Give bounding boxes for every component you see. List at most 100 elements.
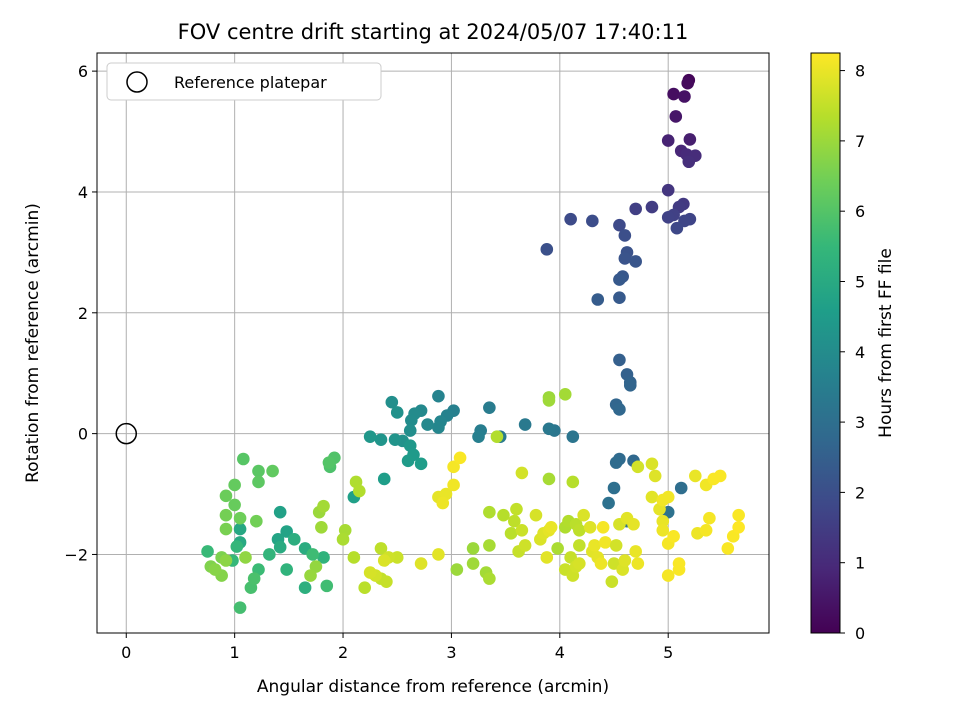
data-point <box>667 87 680 101</box>
data-point <box>518 539 532 552</box>
data-point <box>573 557 586 570</box>
data-point <box>564 212 577 226</box>
data-point <box>586 214 599 228</box>
data-point <box>483 505 496 519</box>
data-point <box>421 418 434 431</box>
data-point <box>558 388 572 401</box>
data-point <box>573 523 586 537</box>
data-point <box>436 496 450 510</box>
data-point <box>472 430 485 443</box>
data-point <box>669 110 683 123</box>
data-point <box>551 542 564 555</box>
data-point <box>542 472 556 486</box>
data-point <box>377 472 391 486</box>
data-point <box>401 454 415 468</box>
data-point <box>629 202 642 216</box>
x-tick-label: 0 <box>121 643 131 662</box>
data-point <box>219 508 233 522</box>
data-point <box>320 579 334 593</box>
data-point <box>432 389 445 403</box>
x-tick-label: 3 <box>446 643 456 662</box>
data-point <box>414 557 428 570</box>
legend: Reference platepar <box>106 62 382 101</box>
x-tick-label: 1 <box>230 643 240 662</box>
data-point <box>703 511 716 525</box>
colorbar-tick-label: 3 <box>855 413 865 432</box>
data-point <box>661 211 675 224</box>
data-point <box>380 575 393 588</box>
data-point <box>239 551 252 564</box>
data-point <box>363 430 377 443</box>
data-point <box>280 525 293 538</box>
y-tick-label: 2 <box>78 304 88 323</box>
data-point <box>588 539 601 552</box>
data-point <box>542 394 556 407</box>
data-point <box>363 566 377 579</box>
data-point <box>263 548 276 561</box>
legend-label: Reference platepar <box>174 73 327 92</box>
data-point <box>583 520 597 534</box>
colorbar-label: Hours from first FF file <box>876 248 896 438</box>
data-point <box>466 557 480 570</box>
colorbar-tick-label: 4 <box>855 343 865 362</box>
data-point <box>613 291 626 304</box>
data-point <box>414 457 428 471</box>
colorbar-tick-label: 0 <box>855 624 865 643</box>
data-point <box>678 90 691 103</box>
data-point <box>403 424 417 437</box>
data-point <box>374 542 388 555</box>
data-point <box>618 252 632 265</box>
data-point <box>315 520 328 534</box>
colorbar: 0 1 2 3 4 5 6 7 8 <box>810 52 865 643</box>
colorbar-tick-label: 5 <box>855 272 865 291</box>
data-point <box>688 469 702 483</box>
data-point <box>596 520 610 534</box>
data-point <box>237 452 250 466</box>
data-point <box>388 433 402 446</box>
y-tick-label: 6 <box>78 62 88 81</box>
data-point <box>405 414 418 427</box>
data-point <box>201 545 214 558</box>
data-point <box>273 540 287 554</box>
data-point <box>374 433 388 446</box>
colorbar-tick-label: 6 <box>855 202 865 221</box>
x-tick-label: 5 <box>663 643 673 662</box>
data-point <box>304 569 317 582</box>
data-point <box>490 430 504 443</box>
data-point <box>208 563 222 576</box>
data-point <box>713 469 727 483</box>
data-point <box>385 395 399 409</box>
data-point <box>432 421 445 434</box>
data-point <box>540 243 554 256</box>
data-point <box>645 457 659 471</box>
data-point <box>219 489 233 503</box>
data-point <box>447 478 460 492</box>
data-point <box>721 542 735 555</box>
data-point <box>529 508 543 522</box>
data-point <box>573 539 586 552</box>
data-point <box>618 229 632 242</box>
data-point <box>390 406 404 419</box>
data-point <box>252 464 265 478</box>
colorbar-tick-label: 1 <box>855 554 865 573</box>
data-point <box>566 475 580 489</box>
data-point <box>682 155 696 169</box>
data-point <box>447 460 460 474</box>
data-point <box>667 530 680 543</box>
data-point <box>298 581 312 594</box>
data-point <box>317 551 330 564</box>
data-point <box>613 353 626 367</box>
legend-box <box>106 62 382 101</box>
data-point <box>453 451 467 465</box>
y-tick-label: −2 <box>64 545 88 564</box>
data-point <box>233 601 247 614</box>
data-point <box>631 557 645 570</box>
data-point <box>233 511 247 525</box>
data-point <box>645 200 659 214</box>
x-tick-label: 4 <box>555 643 565 662</box>
data-point <box>613 273 626 286</box>
data-point <box>273 505 287 519</box>
data-point <box>656 514 670 528</box>
data-point <box>594 557 608 570</box>
